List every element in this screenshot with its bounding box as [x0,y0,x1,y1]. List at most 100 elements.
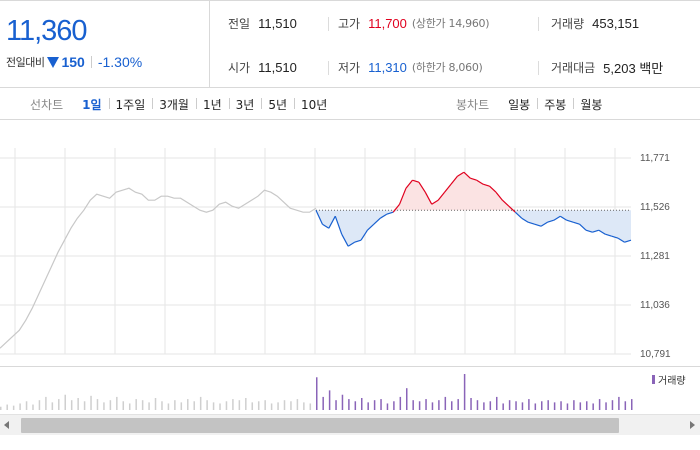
change-row: 전일대비 150 -1.30% [6,54,142,70]
volume-bar-today [560,401,562,410]
today-price-segment [508,205,516,213]
volume-bar-prior [45,396,47,410]
candle-monthly[interactable]: 월봉 [573,96,609,113]
line-chart-periods: 선차트 1일 1주일 3개월 1년 3년 5년 10년 [30,88,334,120]
today-price-segment [559,215,568,221]
volume-legend: 거래량 [652,372,686,387]
volume-bar-prior [251,402,254,410]
volume-legend-label: 거래량 [658,376,686,387]
volume-bar-prior [96,399,99,410]
chart-toolbar: 선차트 1일 1주일 3개월 1년 3년 5년 10년 봉차트 일봉 주봉 월봉 [0,88,700,120]
volume-bar-today [361,398,363,410]
volume-bar-today [335,400,337,410]
volume-bar-today [418,401,421,410]
volume-bar-prior [148,402,150,410]
volume-bar-today [528,399,530,410]
today-price-segment [431,199,439,205]
period-1w[interactable]: 1주일 [108,96,153,113]
stat-trade-value: 거래대금 5,203 백만 [551,45,663,89]
today-price-segment [521,217,529,223]
volume-bar-today [341,394,344,410]
today-price-segment [540,221,548,227]
volume-bar-today [380,399,382,410]
scroll-thumb[interactable] [21,418,619,433]
volume-bar-prior [116,396,118,410]
reference-fill [316,172,631,247]
chart-scrollbar[interactable] [0,414,700,435]
candle-weekly[interactable]: 주봉 [537,96,573,113]
today-price-segment [315,209,323,225]
today-price-segment [437,191,446,201]
volume-bar-prior [25,401,28,410]
period-3y[interactable]: 3년 [228,96,262,113]
volume-bar-prior [219,403,221,410]
divider [538,61,539,75]
period-1d[interactable]: 1일 [82,97,102,112]
volume-bar-prior [193,401,195,410]
volume-bar-today [496,396,498,410]
chart-grid [0,148,631,355]
arrow-left-icon[interactable] [4,421,9,429]
volume-bar-prior [38,400,41,410]
today-price-segment [322,223,330,229]
volume-bar-today [541,401,543,410]
y-tick-label: 11,036 [640,300,670,311]
volume-bar-prior [232,399,234,410]
volume-bar-prior [296,399,299,410]
stat-label: 거래대금 [551,60,596,75]
today-price-segment [373,217,381,225]
arrow-right-icon[interactable] [690,421,695,429]
today-price-segment [489,185,497,193]
today-price-segment [585,229,593,233]
today-price-segment [360,229,368,241]
volume-bar-prior [51,402,54,410]
stat-value: 5,203 백만 [603,60,664,76]
price-lines [0,171,632,349]
today-price-segment [347,241,355,247]
volume-bar-today [489,401,492,410]
volume-bar-today [406,388,408,410]
today-price-segment [534,223,542,227]
divider [90,56,92,68]
period-10y[interactable]: 10년 [294,96,334,113]
today-price-segment [592,229,600,233]
volume-bar-prior [122,401,125,410]
today-price-segment [334,215,343,235]
current-price: 11,360 [6,15,88,47]
today-price-segment [470,177,477,181]
volume-bar-prior [277,402,279,410]
y-tick-label: 11,526 [640,202,670,213]
volume-bar-today [521,402,524,410]
period-1y[interactable]: 1년 [195,96,229,113]
today-price-segment [412,179,420,183]
today-price-segment [450,175,458,185]
today-price-segment [547,219,555,223]
below-reference-area [316,210,631,247]
volume-bar-today [618,396,620,410]
price-chart: 11,771 11,526 11,281 11,036 10,791 [0,148,671,360]
line-chart-label: 선차트 [30,97,64,112]
volume-bar-prior [32,404,34,410]
today-price-segment [476,179,484,185]
volume-bar-today [598,399,601,410]
candle-daily[interactable]: 일봉 [508,97,531,112]
today-price-segment [553,215,561,221]
volume-bar-today [444,396,447,410]
today-price-segment [392,203,401,213]
volume-bar-prior [212,402,215,410]
change-percent: -1.30% [97,54,143,70]
volume-bar-prior [206,400,208,410]
volume-bar-prior [283,400,286,410]
volume-bar-today [373,400,376,410]
period-5y[interactable]: 5년 [261,96,294,113]
y-axis: 11,771 11,526 11,281 11,036 10,791 [640,153,671,360]
period-3m[interactable]: 3개월 [152,96,196,113]
y-tick-label: 11,281 [640,251,670,262]
volume-bar-today [579,402,582,410]
today-price-segment [463,171,471,179]
divider [538,17,539,31]
volume-bar-prior [225,401,228,410]
volume-bar-today [412,400,414,410]
today-price-segment [495,191,503,201]
today-price-segment [405,179,413,189]
